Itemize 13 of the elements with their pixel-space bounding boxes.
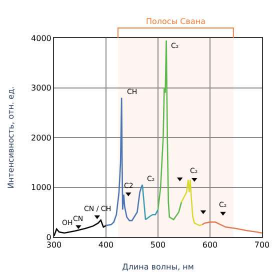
x-tick-label: 300: [46, 240, 62, 250]
x-tick-label: 400: [98, 240, 114, 250]
y-axis-title: Интенсивность, отн. ед.: [6, 86, 16, 189]
y-tick-label: 2000: [31, 133, 52, 142]
y-tick-label: 0: [46, 232, 52, 242]
x-axis-title: Длина волны, нм: [122, 262, 194, 272]
y-tick-label: 1000: [31, 183, 52, 192]
x-tick-label: 700: [254, 240, 270, 250]
band-label: Полосы Свана: [146, 17, 206, 26]
x-tick-label: 600: [202, 240, 218, 250]
x-tick-label: 500: [150, 240, 166, 250]
y-tick-label: 3000: [31, 84, 52, 93]
y-tick-label: 4000: [31, 34, 52, 43]
